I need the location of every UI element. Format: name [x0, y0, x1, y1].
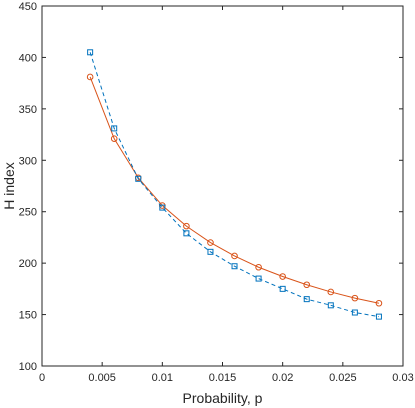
- y-tick-label: 200: [19, 258, 37, 270]
- series-2: [87, 49, 382, 320]
- series-2-point: [231, 263, 238, 270]
- series-1-point: [351, 294, 359, 302]
- series-1-point: [207, 239, 214, 246]
- series-2-point: [351, 309, 358, 316]
- x-tick-label: 0.025: [329, 372, 357, 384]
- y-tick-label: 350: [19, 104, 37, 116]
- x-tick-label: 0.005: [88, 372, 116, 384]
- series-2-point: [135, 175, 142, 182]
- series-2-point: [207, 248, 214, 255]
- x-tick-label: 0.01: [152, 372, 173, 384]
- series-1-point: [375, 299, 383, 307]
- y-tick-label: 100: [19, 361, 37, 373]
- series-2-point: [327, 302, 334, 309]
- x-axis-ticks: 0 0.005 0.01 0.015 0.02 0.025 0.03: [39, 6, 414, 384]
- series-2-point: [159, 204, 166, 211]
- series-2-point: [375, 313, 382, 320]
- x-tick-label: 0.03: [392, 372, 413, 384]
- y-tick-label: 250: [19, 207, 37, 219]
- series-2-point: [303, 296, 310, 303]
- y-tick-label: 450: [19, 1, 37, 13]
- x-tick-label: 0.02: [272, 372, 293, 384]
- series-2-point: [183, 230, 190, 237]
- series-1-point: [303, 281, 311, 289]
- series-1-point: [86, 73, 94, 81]
- series-2-point: [255, 275, 262, 282]
- series-2-point: [279, 285, 286, 292]
- series-1-point: [327, 288, 335, 296]
- series-1-point: [183, 222, 190, 230]
- y-tick-label: 400: [19, 52, 37, 64]
- y-axis-ticks: 100 150 200 250 300 350 400 450: [19, 1, 403, 373]
- series-1-point: [231, 252, 238, 260]
- series-1-point: [110, 135, 118, 142]
- series-2-line: [89, 52, 380, 318]
- y-axis-label: H index: [1, 162, 17, 209]
- plot-area: [41, 5, 404, 367]
- x-tick-label: 0: [39, 372, 45, 384]
- series-1-point: [279, 273, 286, 280]
- y-tick-label: 150: [19, 310, 37, 322]
- y-tick-label: 300: [19, 155, 37, 167]
- x-axis-label: Probability, p: [183, 390, 263, 406]
- series-1-point: [255, 263, 262, 271]
- series-2-point: [111, 125, 118, 132]
- series-layer: [86, 49, 383, 320]
- series-2-point: [87, 49, 94, 56]
- x-tick-label: 0.015: [209, 372, 237, 384]
